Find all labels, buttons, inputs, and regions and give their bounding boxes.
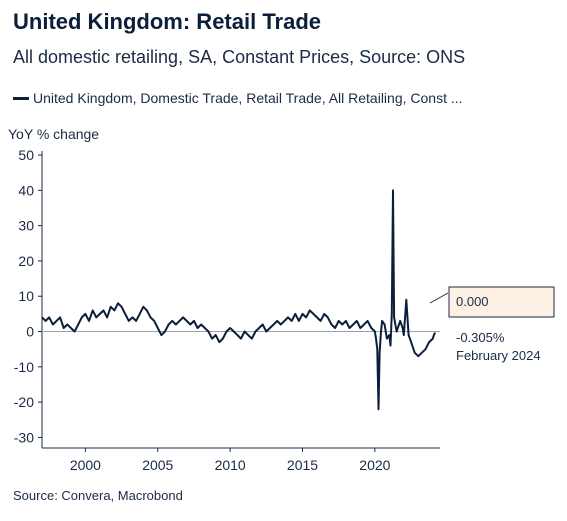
y-tick-label: -20 [14, 394, 34, 410]
y-axis-label: YoY % change [8, 126, 99, 142]
annotation-box [448, 286, 555, 318]
annotation-last-date: February 2024 [456, 348, 541, 363]
annotation-connector [429, 292, 449, 304]
y-tick-label: 40 [18, 182, 34, 198]
y-tick-label: -30 [14, 429, 34, 445]
value-annotation: 0.000 -0.305% February 2024 [429, 286, 555, 363]
annotation-box-value: 0.000 [456, 294, 489, 309]
y-tick-label: 50 [18, 147, 34, 163]
legend-swatch [13, 96, 29, 100]
x-tick-label: 2010 [215, 457, 246, 473]
x-tick-label: 2005 [142, 457, 173, 473]
legend: United Kingdom, Domestic Trade, Retail T… [13, 90, 463, 106]
y-tick-label: 0 [26, 324, 34, 340]
series-group [41, 189, 437, 411]
y-tick-label: 20 [18, 253, 34, 269]
x-tick-label: 2015 [287, 457, 318, 473]
chart-title: United Kingdom: Retail Trade [13, 9, 322, 34]
y-tick-label: -10 [14, 359, 34, 375]
source-note: Source: Convera, Macrobond [13, 488, 183, 503]
y-tick-label: 10 [18, 288, 34, 304]
annotation-last-value: -0.305% [456, 330, 505, 345]
series-line [41, 189, 437, 411]
chart-subtitle: All domestic retailing, SA, Constant Pri… [13, 47, 466, 67]
y-tick-label: 30 [18, 218, 34, 234]
x-tick-label: 2020 [359, 457, 390, 473]
x-tick-label: 2000 [70, 457, 101, 473]
legend-label: United Kingdom, Domestic Trade, Retail T… [33, 90, 463, 106]
